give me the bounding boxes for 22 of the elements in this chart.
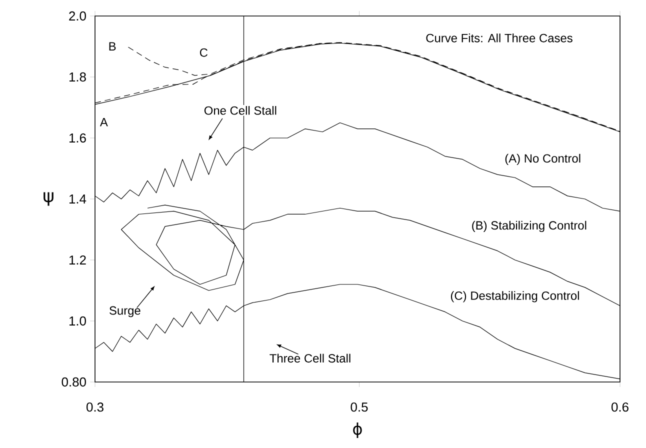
annotation: C xyxy=(200,48,208,57)
annotation: (A) No Control xyxy=(505,154,580,166)
y-tick-label: 1.2 xyxy=(69,255,86,265)
y-tick-label: 1.0 xyxy=(69,316,86,326)
y-tick-label: 1.6 xyxy=(69,133,86,143)
y-tick-label: 1.8 xyxy=(69,72,86,82)
x-axis-title: ϕ xyxy=(353,422,362,438)
x-tick-label: 0.5 xyxy=(350,402,368,412)
y-tick-label: 0.80 xyxy=(62,377,86,387)
annotation: Three Cell Stall xyxy=(270,354,350,363)
annotation: Curve Fits: All Three Cases xyxy=(426,34,572,42)
x-tick-label: 0.3 xyxy=(86,402,104,412)
x-tick-label: 0.6 xyxy=(612,402,628,412)
annotation: (C) Destabilizing Control xyxy=(450,291,579,302)
annotation: A xyxy=(100,118,108,126)
annotation: B xyxy=(109,42,116,50)
annotation: One Cell Stall xyxy=(204,106,276,115)
y-tick-label: 1.4 xyxy=(69,194,86,204)
annotation: Surge xyxy=(110,306,140,318)
y-tick-label: 2.0 xyxy=(69,11,86,21)
y-axis-title: ψ xyxy=(44,192,54,206)
annotation: (B) Stabilizing Control xyxy=(472,220,586,232)
